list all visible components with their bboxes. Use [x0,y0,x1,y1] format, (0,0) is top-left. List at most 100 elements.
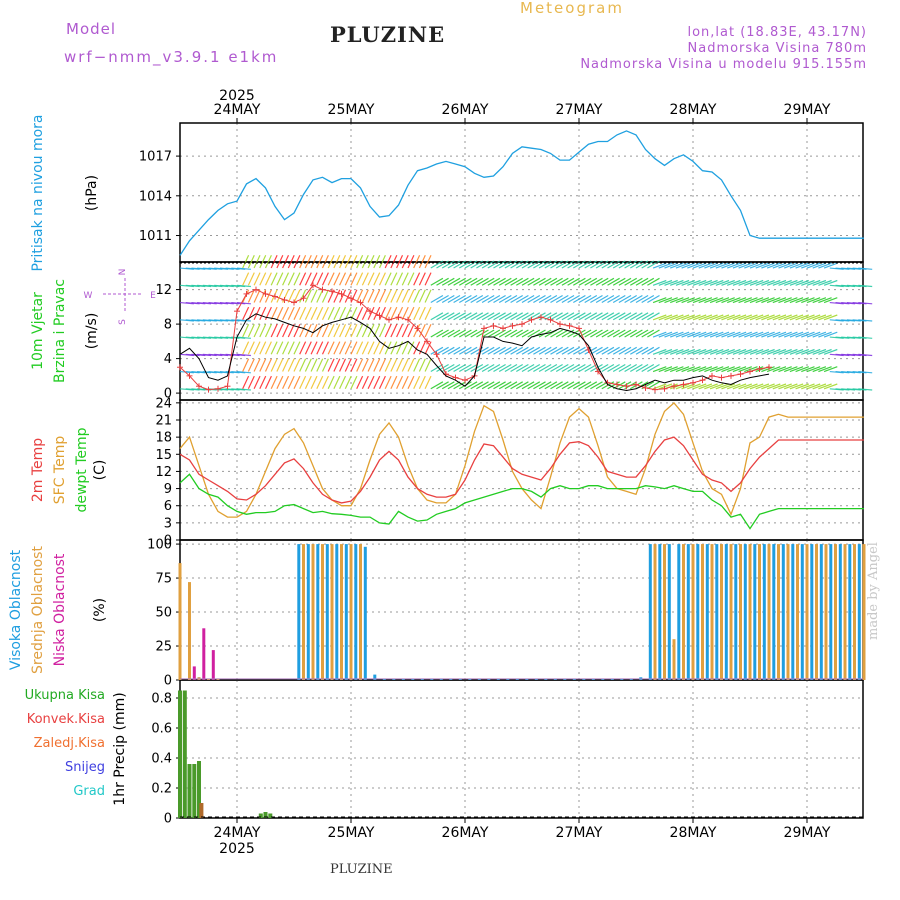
wind-arrow [327,255,335,269]
wind-arrow [373,272,381,286]
wind-arrow [823,262,838,269]
wind-arrow [453,329,467,338]
wind-arrow [476,294,489,304]
wind-arrow [259,306,267,321]
wind-arrow [390,255,398,269]
wind-arrow [732,366,747,373]
wind-arrow [321,306,329,321]
wind-arrow [715,297,730,304]
wind-arrow [430,312,444,321]
wind-arrow [458,346,472,355]
y-tick-label: 75 [155,572,172,587]
cloud-bar-mid [815,544,818,680]
wind-arrow [327,375,335,390]
wind-arrow [761,297,775,304]
wind-arrow [510,294,524,304]
wind-arrow [253,375,261,390]
wind-arrow [761,366,775,373]
wind-arrow [624,312,638,321]
wind-arrow [510,312,524,321]
wind-arrow [333,272,341,286]
wind-arrow [493,329,506,338]
wind-arrow [818,262,832,269]
wind-vectors [179,255,873,391]
wind-arrow [247,289,255,303]
wind-arrow [304,358,312,372]
precip-bar [192,764,197,818]
wind-arrow [236,370,251,374]
wind-arrow [858,388,873,391]
wind-arrow [567,329,581,338]
wind-arrow [424,324,432,338]
wind-arrow [755,279,770,286]
wind-arrow [612,329,626,338]
cloud-bar-mid [796,544,799,680]
wind-arrow [384,324,392,338]
wind-arrow [356,306,364,321]
wind-arrow [242,341,250,355]
wind-arrow [453,294,467,304]
wind-arrow [498,277,512,286]
wind-arrow [287,375,295,390]
wind-arrow [350,341,358,355]
wind-arrow [401,324,409,338]
wind-arrow [658,279,673,286]
wind-arrow [407,358,415,372]
wind-arrow [749,331,764,338]
wind-arrow [270,255,278,269]
wind-arrow [795,348,810,355]
wind-arrow [327,358,335,372]
wind-arrow [493,260,506,269]
wind-arrow [675,297,690,304]
wind-arrow [578,312,592,321]
wind-arrow [481,294,495,304]
wind-arrow [390,375,398,390]
wind-arrow [612,260,626,269]
wind-arrow [664,348,678,355]
wind-arrow [310,341,318,355]
wind-arrow [247,341,255,355]
wind-arrow [310,306,318,321]
wind-arrow [321,375,329,390]
wind-arrow [572,381,586,390]
wind-arrow [373,375,381,390]
wind-arrow [464,294,478,304]
wind-arrow [515,363,529,373]
wind-arrow [282,358,290,372]
wind-arrow [789,279,804,286]
wind-arrow [515,329,529,338]
wind-arrow [236,388,251,391]
wind-arrow [629,260,643,269]
wind-arrow [555,260,569,269]
wind-arrow [647,260,660,269]
wind-arrow [635,260,649,269]
wind-arrow [413,289,421,303]
wind-arrow [264,272,272,286]
wind-arrow [276,272,284,286]
wind-arrow [744,366,758,373]
wind-arrow [738,314,753,321]
wind-arrow [259,289,267,303]
y-tick-label: 8 [164,318,172,333]
wind-arrow [504,363,518,373]
wind-arrow [418,341,426,355]
wind-arrow [618,329,632,338]
wind-arrow [709,262,724,269]
wind-arrow [487,363,501,373]
wind-arrow [390,324,398,338]
wind-arrow [276,306,284,321]
wind-arrow [572,260,586,269]
wind-arrow [299,289,307,303]
wind-arrow [692,262,707,269]
wind-arrow [447,260,461,269]
wind-arrow [327,306,335,321]
wind-arrow [544,294,558,304]
wind-arrow [584,381,598,390]
wind-arrow [304,306,312,321]
wind-arrow [818,279,832,286]
wind-arrow [441,294,455,304]
day-label-bottom: 29MAY [784,825,831,841]
wind-arrow [681,279,696,286]
wind-arrow [675,383,690,390]
wind-arrow [270,306,278,321]
